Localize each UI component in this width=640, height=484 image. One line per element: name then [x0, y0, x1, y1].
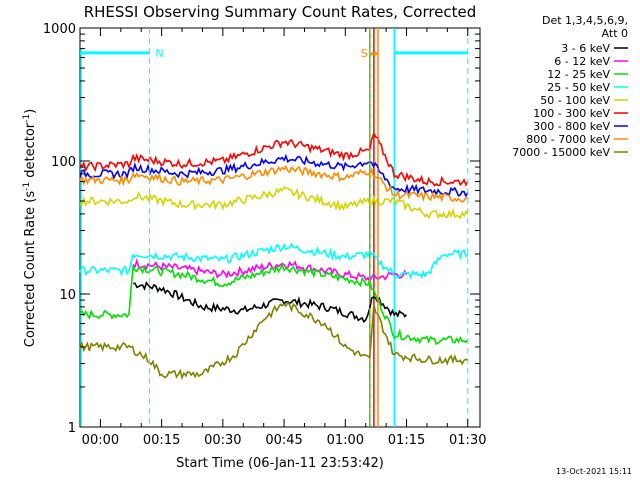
y-axis-label-sup1: -1 — [22, 182, 32, 191]
series-layer — [79, 131, 469, 381]
y-axis-label-main: Corrected Count Rate (s — [23, 191, 38, 348]
legend-label-3: 25 - 50 keV — [547, 81, 610, 94]
legend-header-1: Det 1,3,4,5,6,9, — [542, 14, 628, 27]
series-7 — [79, 164, 469, 203]
x-tick-label-5: 01:15 — [388, 433, 425, 448]
y-axis: 1 10 100 1000 — [43, 22, 480, 436]
y-axis-label-mid: detector — [23, 122, 38, 182]
series-1 — [132, 257, 408, 284]
legend-label-7: 800 - 7000 keV — [526, 133, 610, 146]
series-3 — [79, 242, 469, 280]
y-tick-label-0: 1 — [68, 421, 76, 436]
y-tick-label-2: 100 — [51, 155, 76, 170]
legend-label-8: 7000 - 15000 keV — [512, 146, 610, 159]
legend-label-1: 6 - 12 keV — [554, 55, 610, 68]
legend-label-5: 100 - 300 keV — [533, 107, 610, 120]
series-4 — [79, 185, 469, 220]
plot-area — [79, 27, 481, 428]
series-8 — [79, 301, 468, 381]
legend-label-0: 3 - 6 keV — [561, 42, 610, 55]
saa-label: S — [361, 47, 368, 60]
x-tick-label-1: 00:15 — [143, 433, 180, 448]
chart-title: RHESSI Observing Summary Count Rates, Co… — [84, 3, 477, 21]
x-tick-label-2: 00:30 — [204, 433, 241, 448]
legend-label-2: 12 - 25 keV — [547, 68, 610, 81]
y-axis-label-sup2: -1 — [22, 114, 32, 123]
y-axis-label: Corrected Count Rate (s-1 detector-1) — [22, 109, 38, 347]
night-label: N — [155, 47, 163, 60]
y-tick-label-1: 10 — [59, 288, 76, 303]
gap-markers — [80, 28, 396, 427]
x-tick-label-3: 00:45 — [265, 433, 302, 448]
y-axis-label-end: ) — [23, 109, 38, 114]
series-0 — [133, 281, 408, 324]
legend-label-6: 300 - 800 keV — [533, 120, 610, 133]
x-axis: 00:00 00:15 00:30 00:45 01:00 01:15 01:30 — [82, 28, 486, 448]
x-tick-label-0: 00:00 — [82, 433, 119, 448]
series-2 — [79, 263, 469, 346]
x-axis-label: Start Time (06-Jan-11 23:53:42) — [176, 456, 384, 471]
y-tick-label-3: 1000 — [43, 22, 76, 37]
x-tick-label-6: 01:30 — [449, 433, 486, 448]
x-tick-label-4: 01:00 — [327, 433, 364, 448]
legend-label-4: 50 - 100 keV — [540, 94, 610, 107]
series-6 — [79, 153, 469, 198]
series-5 — [79, 131, 469, 187]
legend-header-2: Att 0 — [602, 27, 628, 40]
footer-timestamp: 13-Oct-2021 15:11 — [556, 467, 632, 476]
